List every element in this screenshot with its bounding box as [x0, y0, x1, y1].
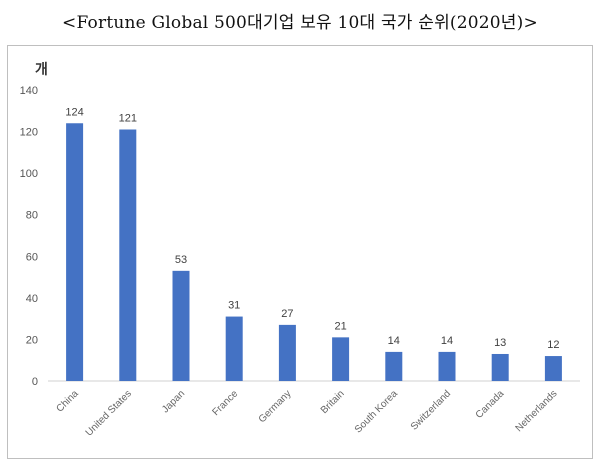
- bar: [491, 353, 509, 381]
- x-tick-label: Canada: [474, 388, 507, 421]
- bar: [66, 123, 84, 381]
- data-label: 53: [175, 254, 187, 266]
- bar: [332, 337, 350, 381]
- bars: [66, 123, 562, 381]
- x-tick-label: Germany: [257, 388, 294, 425]
- data-label: 31: [228, 300, 240, 312]
- y-axis-unit-label: 개: [35, 62, 48, 78]
- bar: [544, 356, 562, 381]
- bar: [225, 316, 243, 381]
- data-label: 27: [281, 308, 293, 320]
- bar: [278, 324, 296, 381]
- bar: [119, 129, 137, 381]
- data-label: 13: [494, 337, 506, 349]
- data-labels: 124 121 53 31 27 21 14 14 13 12: [65, 106, 559, 351]
- y-axis-ticks: 0 20 40 60 80 100 120 140: [20, 85, 38, 388]
- x-tick-label: Switzerland: [409, 388, 453, 432]
- x-tick-label: South Korea: [353, 388, 400, 435]
- y-tick-label: 40: [26, 293, 38, 305]
- y-tick-label: 100: [20, 168, 38, 180]
- y-tick-label: 0: [32, 376, 38, 388]
- x-tick-label: Japan: [160, 388, 187, 415]
- y-tick-label: 20: [26, 334, 38, 346]
- x-axis-ticks: China United States Japan France Germany Brit…: [54, 388, 559, 439]
- chart-frame: [7, 45, 593, 459]
- y-tick-label: 120: [20, 127, 38, 139]
- y-tick-label: 80: [26, 210, 38, 222]
- data-label: 14: [441, 335, 453, 347]
- data-label: 21: [334, 320, 346, 332]
- data-label: 124: [65, 106, 83, 118]
- data-label: 12: [547, 339, 559, 351]
- x-tick-label: Netherlands: [514, 388, 560, 434]
- data-label: 14: [388, 335, 400, 347]
- chart-title: <Fortune Global 500대기업 보유 10대 국가 순위(2020…: [62, 13, 538, 33]
- bar: [438, 351, 456, 381]
- y-tick-label: 140: [20, 85, 38, 97]
- y-tick-label: 60: [26, 251, 38, 263]
- x-tick-label: Britain: [319, 388, 347, 416]
- x-tick-label: United States: [84, 388, 134, 438]
- bar: [172, 270, 190, 381]
- data-label: 121: [119, 112, 137, 124]
- bar: [385, 351, 403, 381]
- x-tick-label: France: [211, 388, 241, 418]
- x-tick-label: China: [54, 388, 81, 415]
